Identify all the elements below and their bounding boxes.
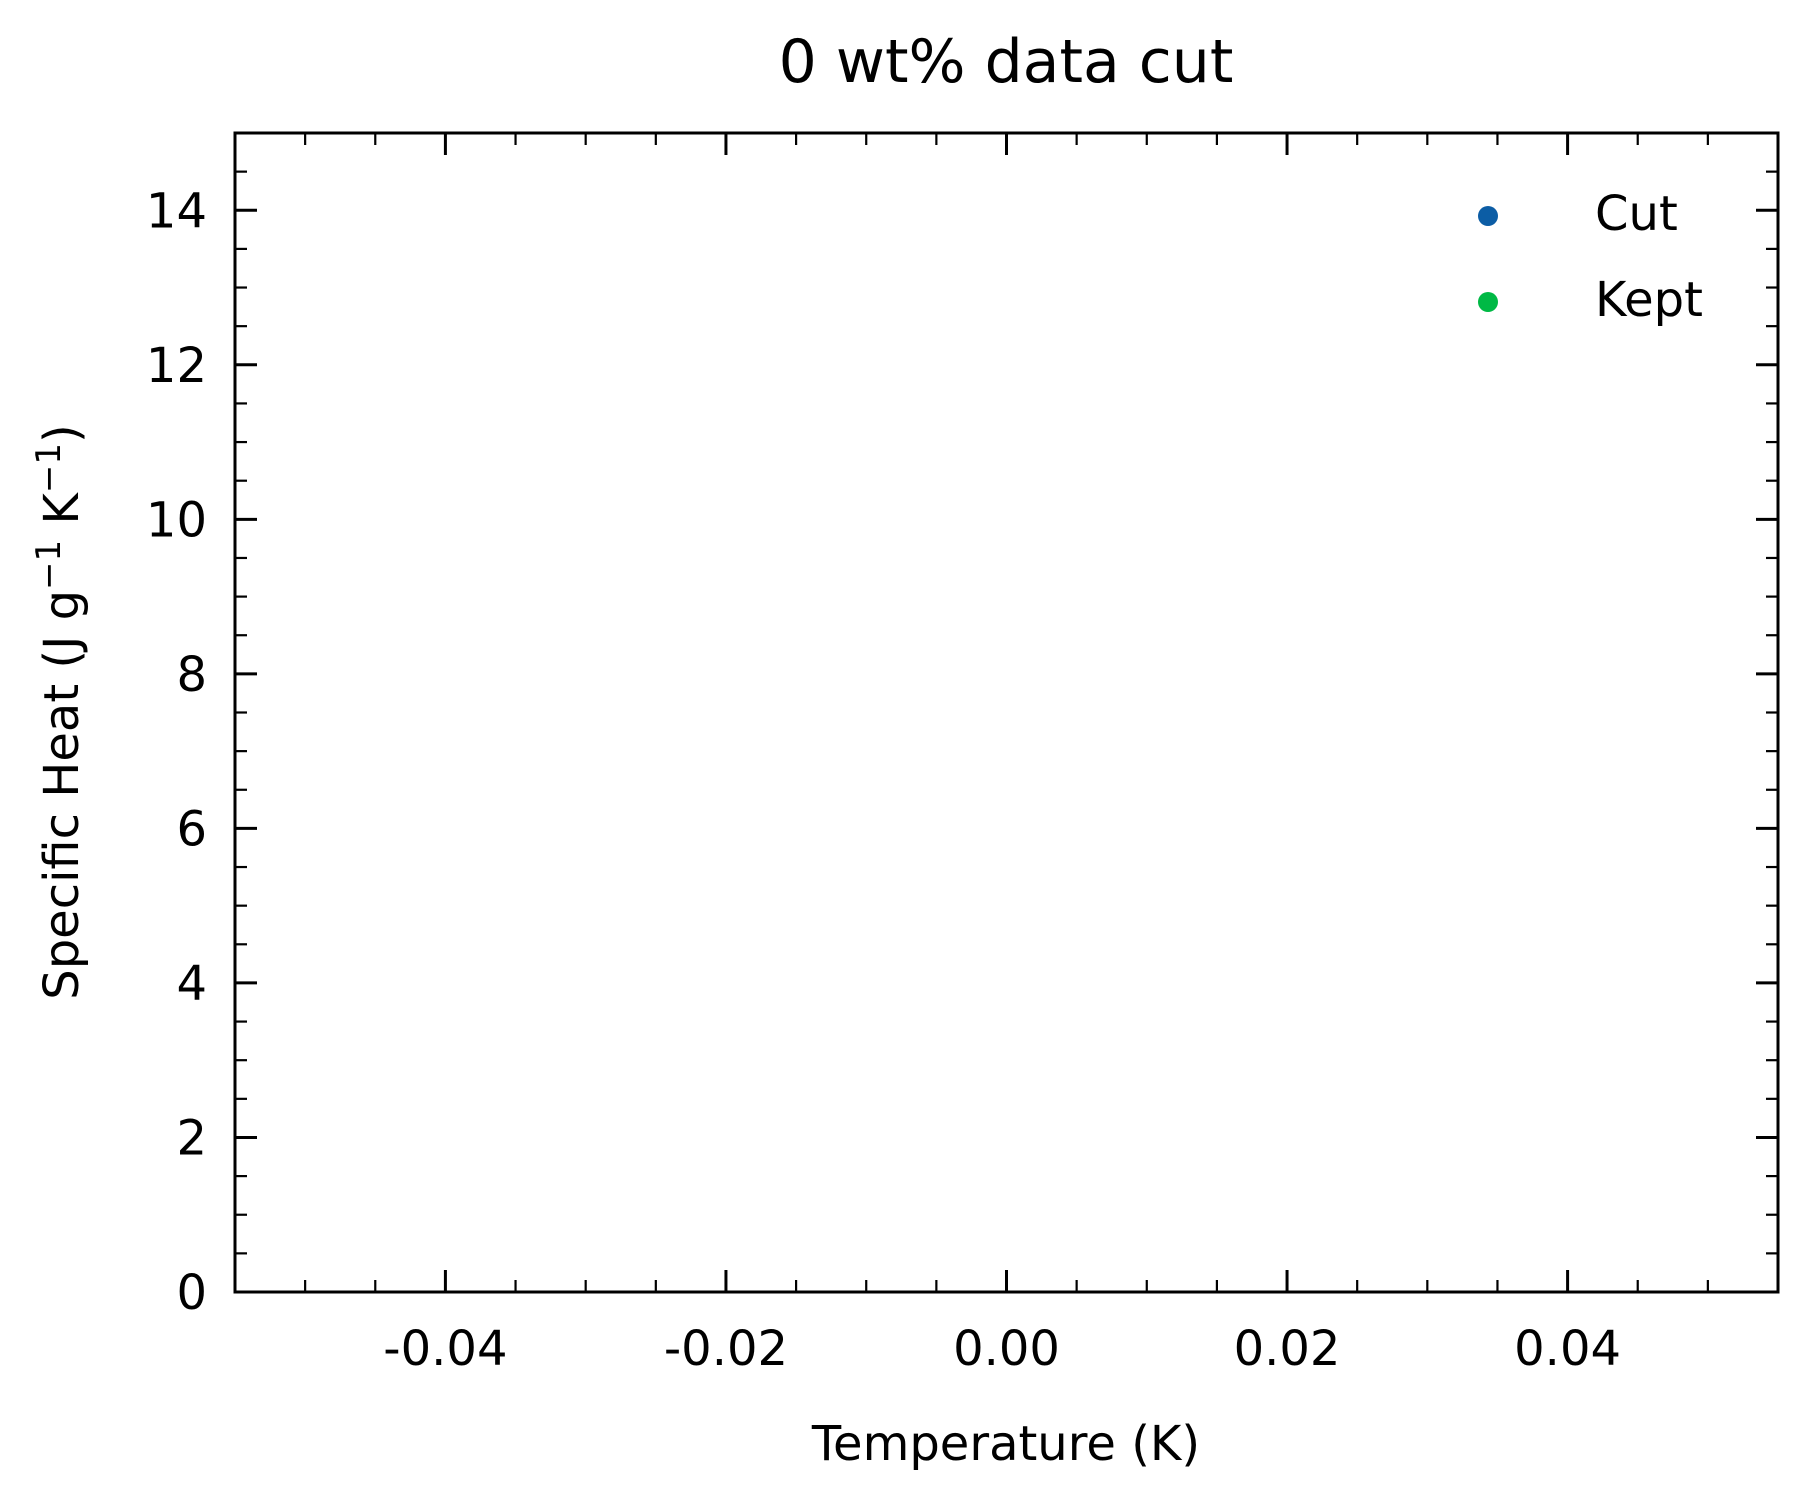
y-axis-label-middle: K [34, 492, 90, 540]
y-axis-label-prefix: Specific Heat (J g [34, 590, 90, 1000]
legend-entry-kept: Kept [1478, 272, 1703, 328]
axes-frame [233, 131, 1780, 1294]
legend-marker-cut [1478, 206, 1498, 226]
chart-title: 0 wt% data cut [779, 27, 1234, 97]
y-axis-ticks [235, 131, 1778, 1294]
x-axis-ticks [233, 133, 1780, 1292]
plot-area [233, 131, 1780, 1294]
y-tick-label: 14 [146, 183, 207, 239]
y-tick-label: 8 [176, 647, 207, 703]
x-tick-label: 0.02 [1234, 1321, 1341, 1377]
y-tick-label: 12 [146, 338, 207, 394]
x-tick-label: -0.02 [664, 1321, 788, 1377]
y-tick-label: 0 [176, 1265, 207, 1321]
x-axis-label: Temperature (K) [811, 1416, 1200, 1472]
y-tick-label: 4 [176, 956, 207, 1012]
x-tick-labels: -0.04 -0.02 0.00 0.02 0.04 [383, 1321, 1621, 1377]
legend-label-kept: Kept [1595, 272, 1703, 328]
y-tick-labels: 0 2 4 6 8 10 12 14 [146, 183, 207, 1321]
legend-entry-cut: Cut [1478, 186, 1678, 242]
y-axis-label: Specific Heat (J g−1 K−1) [29, 424, 90, 1000]
y-tick-label: 6 [176, 801, 207, 857]
legend-label-cut: Cut [1595, 186, 1678, 242]
y-tick-label: 10 [146, 492, 207, 548]
y-axis-label-superscript-2: −1 [29, 443, 69, 493]
legend: Cut Kept [1478, 186, 1703, 328]
y-tick-label: 2 [176, 1110, 207, 1166]
y-axis-label-superscript-1: −1 [29, 540, 69, 590]
x-tick-label: 0.04 [1514, 1321, 1621, 1377]
legend-marker-kept [1478, 292, 1498, 312]
x-tick-label: 0.00 [953, 1321, 1060, 1377]
x-tick-label: -0.04 [383, 1321, 507, 1377]
y-axis-label-suffix: ) [34, 424, 90, 443]
